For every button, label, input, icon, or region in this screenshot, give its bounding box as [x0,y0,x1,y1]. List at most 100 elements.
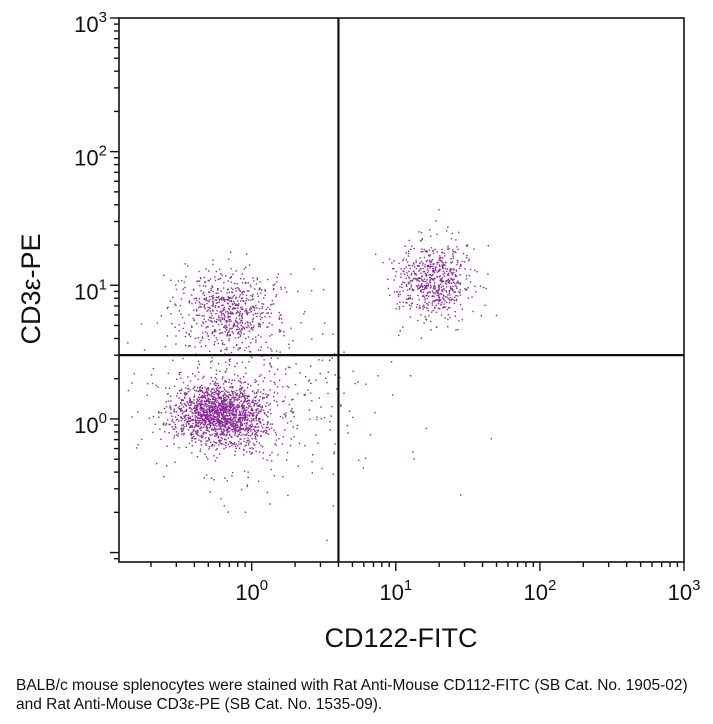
data-point-pop3 [434,293,436,295]
data-point-pop1 [216,418,218,420]
data-point-pop4 [252,399,254,401]
data-point-pop1 [214,418,216,421]
data-point-pop1 [170,400,172,402]
data-point-pop3 [448,272,450,275]
data-point-pop1 [206,416,209,419]
data-point-pop1 [177,432,180,435]
data-point-pop1 [191,437,193,439]
data-point-pop1 [232,427,235,429]
data-point-pop4 [158,412,160,414]
y-tick-label: 101 [74,276,107,304]
data-point-pop3 [449,316,451,319]
data-point-pop1 [173,435,176,437]
data-point-pop1 [206,387,208,390]
data-point-pop2 [266,326,268,328]
data-point-pop3 [410,248,412,250]
data-point-pop1 [238,443,240,445]
data-point-pop4 [354,382,356,385]
data-point-pop2 [253,306,255,308]
data-point-pop3 [422,295,425,297]
data-point-pop2 [246,313,249,315]
data-point-pop2 [275,295,277,298]
data-point-pop3 [424,266,426,268]
data-point-pop1 [152,431,154,434]
data-point-pop1 [174,404,176,407]
data-point-pop2 [203,276,205,279]
data-point-pop2 [280,286,282,288]
data-point-pop3 [428,265,430,268]
data-point-pop3 [447,279,449,281]
data-point-pop1 [223,393,226,395]
data-point-pop3 [393,291,396,293]
data-point-pop1 [219,421,221,423]
data-point-pop1 [245,406,248,409]
data-point-pop2 [227,258,230,260]
data-point-pop1 [181,424,183,426]
data-point-pop3 [426,268,429,270]
data-point-pop1 [214,404,216,406]
data-point-pop3 [421,283,423,285]
data-point-pop4 [215,384,217,386]
data-point-pop3 [487,245,489,247]
data-point-pop1 [217,389,219,392]
data-point-pop3 [442,285,444,287]
data-point-pop1 [196,432,198,435]
data-point-pop3 [440,278,442,280]
data-point-pop2 [235,270,237,272]
data-point-pop1 [211,406,214,408]
data-point-pop2 [271,333,273,336]
data-point-pop1 [210,402,212,405]
data-point-pop4 [280,330,282,332]
data-point-pop3 [419,277,421,279]
data-point-pop1 [180,377,182,379]
data-point-pop4 [307,389,309,391]
data-point-pop1 [238,440,240,443]
data-point-pop1 [228,391,230,394]
data-point-pop4 [352,370,354,372]
data-point-pop3 [407,294,409,297]
data-point-pop3 [453,281,455,283]
y-tick-label: 100 [74,410,107,438]
data-point-pop3 [438,257,441,259]
data-point-pop1 [227,396,229,398]
data-point-pop2 [224,331,226,333]
data-point-pop3 [436,294,438,297]
data-point-pop2 [214,304,217,307]
data-point-pop2 [245,347,247,349]
data-point-pop2 [246,310,248,312]
data-point-pop3 [398,262,400,265]
data-point-pop1 [187,376,189,378]
data-point-pop1 [196,412,198,414]
data-point-pop3 [435,299,437,301]
data-point-pop3 [452,253,454,255]
data-point-pop4 [239,377,241,380]
data-point-pop2 [240,332,242,334]
data-point-pop3 [437,286,440,288]
data-point-pop2 [304,311,306,313]
data-point-pop1 [209,416,211,418]
data-point-pop3 [408,239,410,242]
data-point-pop1 [206,427,208,430]
data-point-pop3 [419,286,422,288]
data-point-pop3 [409,297,411,300]
data-point-pop4 [217,363,220,365]
data-point-pop2 [218,317,220,319]
data-point-pop2 [257,323,259,325]
data-point-pop2 [278,329,281,331]
x-axis-title: CD122-FITC [324,623,477,653]
data-point-pop4 [209,278,212,280]
data-point-pop1 [201,401,203,403]
data-point-pop4 [282,386,284,388]
data-point-pop1 [228,428,230,430]
data-point-pop1 [241,417,243,419]
data-point-pop3 [405,284,408,286]
data-point-pop2 [212,310,214,312]
data-point-pop4 [352,416,354,419]
data-point-pop2 [207,326,209,328]
data-point-pop2 [178,310,181,312]
data-point-pop3 [414,272,416,275]
data-point-pop2 [259,318,262,321]
data-point-pop4 [261,446,264,448]
data-point-pop1 [231,401,233,403]
data-point-pop2 [247,336,250,338]
